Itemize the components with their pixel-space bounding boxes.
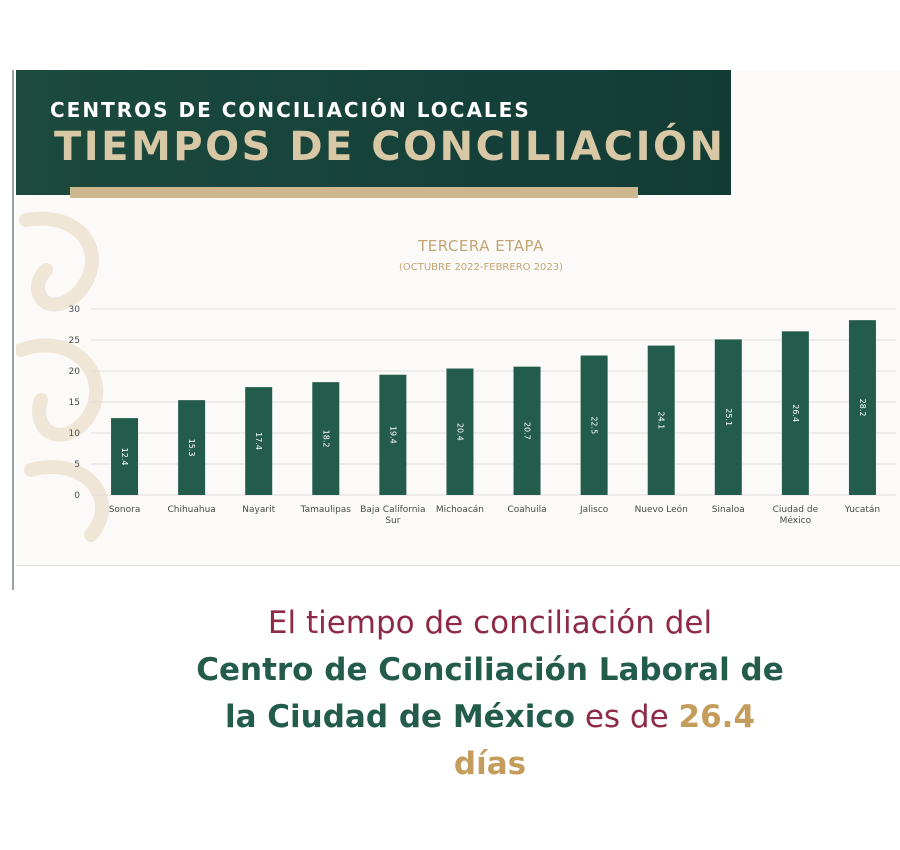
x-tick-label: Tamaulipas: [300, 505, 352, 515]
bar-value-label: 28.2: [858, 399, 867, 417]
bar-value-label: 24.1: [657, 411, 666, 429]
y-tick-label: 10: [69, 429, 81, 439]
bar-value-label: 15.3: [187, 439, 196, 457]
bar: [848, 320, 876, 495]
bar-value-label: 20.7: [523, 422, 532, 440]
bar: [513, 366, 541, 495]
y-tick-label: 5: [74, 460, 80, 470]
x-tick-label: Jalisco: [579, 505, 609, 515]
x-tick-label: Nayarit: [242, 505, 275, 515]
caption-connector: es de: [575, 699, 679, 735]
x-tick-label: Sur: [385, 516, 400, 526]
x-tick-label: Michoacán: [436, 505, 484, 515]
bar-value-label: 22.5: [590, 416, 599, 434]
bar: [379, 374, 407, 495]
bar: [446, 368, 474, 495]
bar-value-label: 25.1: [724, 408, 733, 426]
bar: [178, 400, 206, 495]
left-border-line: [12, 70, 14, 590]
header-subtitle: CENTROS DE CONCILIACIÓN LOCALES: [50, 98, 531, 122]
header-banner: CENTROS DE CONCILIACIÓN LOCALES TIEMPOS …: [16, 70, 731, 195]
chart-subtitle: (OCTUBRE 2022-FEBRERO 2023): [399, 262, 563, 273]
caption-unit: días: [453, 746, 527, 782]
x-tick-label: Baja California: [360, 505, 425, 515]
bar: [312, 382, 340, 495]
y-tick-label: 15: [69, 398, 80, 408]
x-tick-label: Nuevo León: [635, 504, 688, 515]
bar-value-label: 26.4: [791, 404, 800, 422]
caption-city: la Ciudad de México: [224, 699, 575, 735]
bar-chart: TERCERA ETAPA (OCTUBRE 2022-FEBRERO 2023…: [69, 237, 896, 526]
header-underline: [70, 187, 638, 198]
x-tick-label: Sinaloa: [712, 505, 745, 515]
bar: [647, 345, 675, 495]
caption: El tiempo de conciliación del Centro de …: [90, 600, 890, 788]
chart-title: TERCERA ETAPA: [417, 237, 544, 255]
caption-center-name: Centro de Conciliación Laboral de: [196, 652, 784, 688]
x-tick-label: Yucatán: [844, 505, 880, 515]
caption-intro: El tiempo de conciliación del: [267, 605, 713, 641]
bar-value-label: 20.4: [455, 423, 464, 441]
y-tick-label: 30: [69, 305, 81, 315]
x-tick-label: Chihuahua: [167, 505, 215, 515]
bar-value-label: 18.2: [321, 430, 330, 448]
caption-value: 26.4: [678, 699, 756, 735]
bar: [245, 387, 273, 495]
x-tick-label: Coahuila: [507, 505, 546, 515]
bar-value-label: 19.4: [388, 426, 397, 444]
decorative-pattern: [16, 211, 109, 542]
bar: [714, 339, 742, 495]
x-tick-label: México: [780, 515, 812, 526]
bar: [781, 331, 809, 495]
x-tick-label: Ciudad de: [773, 505, 819, 515]
y-tick-label: 20: [69, 367, 81, 377]
bar-value-label: 12.4: [120, 448, 129, 466]
y-tick-label: 25: [69, 336, 80, 346]
bar: [580, 355, 608, 495]
bar-value-label: 17.4: [254, 432, 263, 450]
bar: [111, 418, 139, 495]
header-title: TIEMPOS DE CONCILIACIÓN: [54, 124, 726, 170]
slide-panel: CENTROS DE CONCILIACIÓN LOCALES TIEMPOS …: [16, 70, 900, 566]
y-tick-label: 0: [74, 491, 80, 501]
x-tick-label: Sonora: [109, 505, 141, 515]
